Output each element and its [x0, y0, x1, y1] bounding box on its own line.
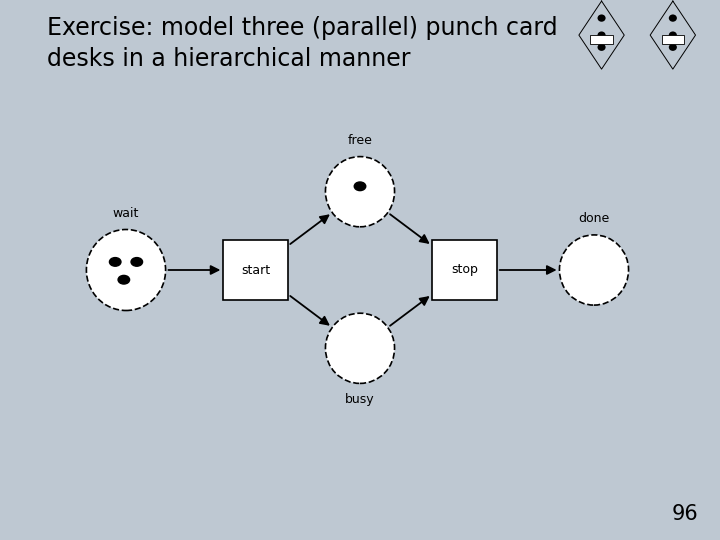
Ellipse shape — [598, 15, 606, 22]
Ellipse shape — [325, 157, 395, 227]
Ellipse shape — [325, 313, 395, 383]
Text: 96: 96 — [672, 504, 698, 524]
Bar — [432, 240, 497, 300]
Circle shape — [109, 258, 121, 266]
Circle shape — [118, 275, 130, 284]
Ellipse shape — [669, 31, 677, 39]
Text: wait: wait — [113, 207, 139, 220]
Text: stop: stop — [451, 264, 478, 276]
Text: start: start — [241, 264, 270, 276]
Ellipse shape — [598, 31, 606, 39]
Ellipse shape — [86, 230, 166, 310]
FancyBboxPatch shape — [662, 35, 684, 44]
Text: free: free — [348, 134, 372, 147]
Text: busy: busy — [345, 393, 375, 406]
Ellipse shape — [669, 44, 677, 51]
Circle shape — [131, 258, 143, 266]
Ellipse shape — [598, 44, 606, 51]
Text: Exercise: model three (parallel) punch card
desks in a hierarchical manner: Exercise: model three (parallel) punch c… — [47, 16, 557, 71]
Circle shape — [354, 182, 366, 191]
FancyBboxPatch shape — [590, 35, 613, 44]
Bar — [223, 240, 288, 300]
Ellipse shape — [669, 15, 677, 22]
Text: done: done — [578, 212, 610, 225]
Ellipse shape — [559, 235, 629, 305]
